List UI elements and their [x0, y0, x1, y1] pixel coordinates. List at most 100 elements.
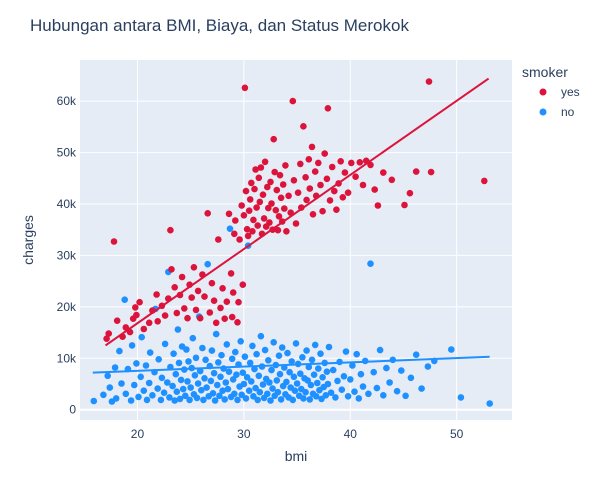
- data-point-no: [174, 326, 182, 333]
- data-point-yes: [234, 319, 241, 326]
- data-point-no: [142, 362, 150, 369]
- y-axis-ticks: 0 10k 20k 30k 40k 50k 60k: [57, 94, 77, 417]
- data-point-yes: [425, 78, 433, 85]
- data-point-yes: [281, 205, 288, 212]
- data-point-no: [158, 374, 166, 382]
- data-point-yes: [267, 178, 274, 186]
- data-point-no: [210, 369, 218, 377]
- data-point-no: [131, 381, 138, 389]
- data-point-yes: [145, 319, 153, 327]
- data-point-no: [266, 379, 273, 386]
- data-point-yes: [217, 304, 224, 312]
- legend-item-yes[interactable]: yes: [539, 85, 580, 99]
- data-point-yes: [339, 194, 347, 201]
- data-point-no: [310, 371, 318, 379]
- data-point-yes: [289, 97, 297, 105]
- data-point-no: [290, 373, 298, 381]
- data-point-no: [173, 388, 181, 396]
- data-point-no: [233, 371, 240, 379]
- data-point-no: [304, 377, 312, 384]
- data-point-no: [278, 344, 286, 351]
- data-point-no: [277, 396, 285, 403]
- data-point-no: [349, 362, 356, 369]
- y-tick-label: 50k: [57, 146, 77, 160]
- data-point-no: [229, 376, 237, 383]
- data-point-yes: [132, 304, 139, 311]
- data-point-yes: [406, 189, 414, 197]
- legend-item-no[interactable]: no: [539, 105, 575, 119]
- data-point-yes: [388, 176, 396, 184]
- data-point-no: [307, 381, 315, 389]
- y-tick-label: 30k: [57, 248, 77, 262]
- data-point-no: [252, 384, 259, 392]
- data-point-no: [179, 385, 187, 393]
- data-point-no: [221, 396, 228, 403]
- data-point-yes: [341, 169, 349, 176]
- data-point-no: [164, 379, 171, 386]
- data-point-no: [357, 370, 365, 378]
- data-point-yes: [367, 161, 374, 169]
- data-point-no: [315, 365, 322, 372]
- data-point-no: [199, 344, 206, 352]
- data-point-yes: [254, 222, 261, 229]
- data-point-no: [196, 367, 204, 375]
- data-point-yes: [223, 298, 231, 306]
- data-point-yes: [285, 192, 292, 200]
- y-tick-label: 60k: [57, 94, 77, 108]
- data-point-no: [184, 378, 191, 385]
- data-point-yes: [255, 174, 263, 182]
- data-point-yes: [171, 284, 178, 291]
- data-point-yes: [352, 173, 359, 180]
- data-point-no: [112, 395, 120, 402]
- data-point-no: [344, 393, 352, 400]
- data-point-no: [314, 379, 321, 387]
- plot-area[interactable]: [80, 60, 512, 420]
- data-point-no: [189, 334, 197, 342]
- data-point-yes: [201, 293, 208, 300]
- data-point-yes: [244, 232, 252, 240]
- data-point-no: [334, 377, 341, 385]
- data-point-yes: [265, 204, 272, 212]
- data-point-no: [324, 380, 332, 388]
- data-point-no: [242, 395, 250, 402]
- data-point-yes: [277, 194, 285, 202]
- data-point-yes: [319, 207, 326, 215]
- data-point-no: [194, 380, 202, 387]
- trendline-no: [92, 355, 490, 374]
- legend-marker-no: [539, 108, 547, 116]
- data-point-no: [228, 355, 236, 363]
- data-point-no: [376, 346, 384, 354]
- data-point-yes: [219, 285, 226, 292]
- data-point-no: [251, 365, 258, 373]
- data-point-no: [122, 390, 130, 398]
- y-tick-label: 20k: [57, 300, 77, 314]
- data-point-yes: [356, 159, 364, 166]
- data-point-no: [402, 392, 409, 400]
- data-point-no: [317, 350, 324, 358]
- data-point-yes: [412, 168, 420, 175]
- data-point-no: [256, 388, 264, 396]
- x-tick-label: 20: [131, 427, 145, 441]
- data-point-yes: [228, 313, 236, 321]
- data-point-yes: [374, 202, 382, 209]
- data-point-no: [166, 394, 173, 401]
- data-point-no: [232, 348, 239, 356]
- legend-marker-yes: [539, 88, 547, 96]
- legend-label-no: no: [561, 105, 575, 119]
- data-point-no: [306, 396, 314, 403]
- data-point-no: [265, 357, 272, 364]
- data-point-no: [118, 380, 125, 387]
- data-point-no: [200, 396, 207, 404]
- data-point-yes: [136, 298, 143, 306]
- scatter-points: [90, 78, 494, 407]
- data-point-yes: [257, 164, 265, 171]
- data-point-no: [155, 356, 162, 363]
- data-point-yes: [239, 281, 247, 289]
- data-point-no: [259, 381, 267, 388]
- data-point-no: [149, 392, 156, 399]
- data-point-yes: [253, 204, 260, 211]
- data-point-no: [216, 392, 223, 400]
- data-point-no: [412, 351, 420, 359]
- data-point-yes: [190, 264, 198, 271]
